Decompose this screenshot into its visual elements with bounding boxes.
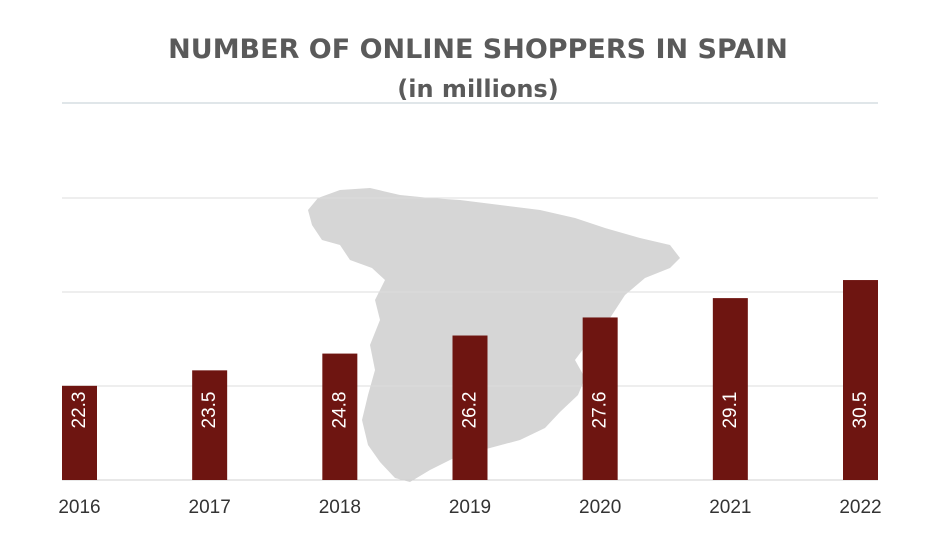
bar-value-label: 23.5 [199,392,220,429]
bar-value-label: 26.2 [460,392,481,429]
bar-2016 [62,385,97,480]
bar-2020 [582,317,618,480]
x-tick-label: 2020 [579,497,621,518]
bars [62,280,878,480]
bar-2017 [192,370,228,480]
bar-value-label: 30.5 [850,392,871,429]
bar-value-label: 22.3 [69,392,90,429]
x-tick-label: 2016 [58,497,100,518]
x-tick-label: 2017 [189,497,231,518]
bar-2022 [843,280,878,480]
bar-value-label: 29.1 [720,392,741,429]
x-tick-label: 2019 [449,497,491,518]
spain-map-silhouette [308,188,680,482]
bar-value-label: 27.6 [590,392,611,429]
x-tick-label: 2022 [839,497,881,518]
bar-2018 [322,353,358,480]
bar-value-labels: 22.3 23.5 24.8 26.2 27.6 29.1 30.5 [69,392,871,429]
bar-2019 [452,335,488,480]
x-axis-labels: 2016 2017 2018 2019 2020 2021 2022 [58,497,881,518]
bar-value-label: 24.8 [329,392,350,429]
x-tick-label: 2021 [709,497,751,518]
bar-2021 [712,298,748,480]
chart-subtitle: (in millions) [397,75,558,103]
chart-title: NUMBER OF ONLINE SHOPPERS IN SPAIN [168,34,788,65]
x-tick-label: 2018 [319,497,361,518]
